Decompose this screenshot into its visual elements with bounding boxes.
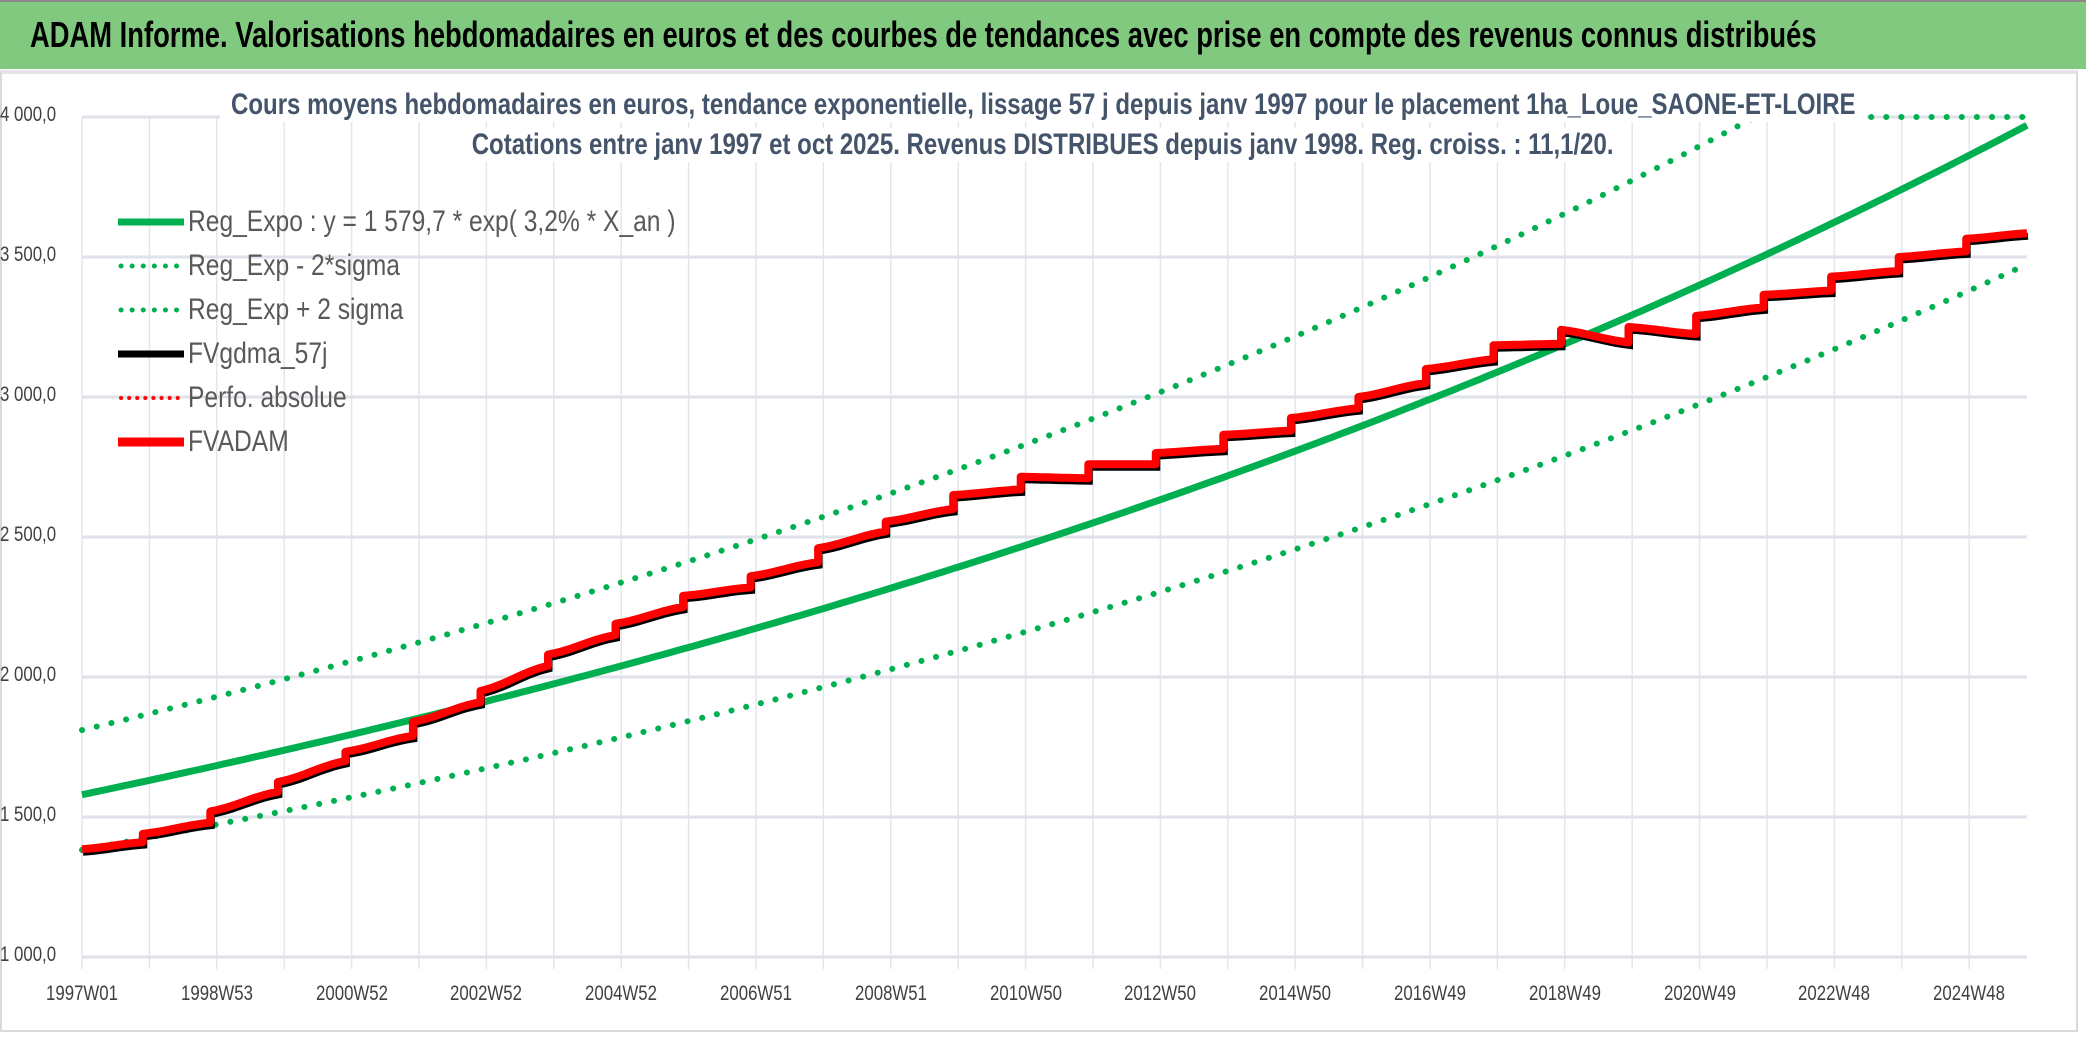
main-title: ADAM Informe. Valorisations hebdomadaire… [30, 14, 1817, 55]
legend-label: Perfo. absolue [188, 381, 347, 414]
series-reg-expo [81, 122, 2029, 799]
x-tick-label: 1998W53 [180, 982, 253, 1005]
legend-label: Reg_Expo : y = 1 579,7 * exp( 3,2% * X_a… [188, 205, 676, 238]
x-tick-label: 2002W52 [450, 982, 523, 1005]
y-tick-label: 1 000,0 [0, 943, 57, 966]
legend-item-fvgdma[interactable]: FVgdma_57j [118, 332, 783, 376]
series-fvadam [81, 229, 2028, 854]
x-tick-label: 2018W49 [1528, 982, 1601, 1005]
legend-label: Reg_Exp - 2*sigma [188, 249, 400, 282]
x-tick-label: 2020W49 [1663, 982, 1736, 1005]
title-bar: ADAM Informe. Valorisations hebdomadaire… [0, 0, 2086, 69]
y-tick-label: 2 000,0 [0, 663, 57, 686]
legend: Reg_Expo : y = 1 579,7 * exp( 3,2% * X_a… [118, 200, 783, 464]
legend-label: FVgdma_57j [188, 337, 328, 370]
x-tick-label: 2022W48 [1798, 982, 1871, 1005]
x-tick-label: 2016W49 [1394, 982, 1466, 1005]
legend-swatch-dotted-red [119, 396, 184, 400]
x-tick-label: 2024W48 [1933, 982, 2006, 1005]
chart-title: Cours moyens hebdomadaires en euros, ten… [0, 88, 2086, 122]
legend-swatch-dotted-green [118, 263, 184, 269]
y-tick-label: 4 000,0 [0, 103, 57, 126]
x-tick-label: 2006W51 [720, 982, 792, 1005]
x-tick-label: 1997W01 [46, 982, 118, 1005]
x-tick-label: 2010W50 [989, 982, 1062, 1005]
y-tick-label: 3 500,0 [0, 243, 57, 266]
y-tick-label: 2 500,0 [0, 523, 57, 546]
legend-swatch-solid-green [118, 218, 184, 226]
legend-swatch-solid-black [118, 350, 184, 358]
legend-swatch-dotted-green [118, 307, 184, 313]
legend-label: Reg_Exp + 2 sigma [188, 293, 404, 326]
chart-frame [0, 70, 2078, 1032]
series-reg-exp-minus-2sigma [79, 261, 2030, 853]
x-tick-label: 2004W52 [585, 982, 658, 1005]
chart-title-text: Cours moyens hebdomadaires en euros, ten… [219, 88, 1867, 122]
legend-item-reg-minus[interactable]: Reg_Exp - 2*sigma [118, 244, 783, 288]
y-tick-label: 3 000,0 [0, 383, 57, 406]
legend-label: FVADAM [188, 425, 289, 458]
chart-subtitle-text: Cotations entre janv 1997 et oct 2025. R… [460, 128, 1626, 162]
legend-item-fvadam[interactable]: FVADAM [118, 420, 783, 464]
x-tick-label: 2012W50 [1124, 982, 1197, 1005]
x-tick-label: 2008W51 [854, 982, 927, 1005]
gridlines [81, 115, 2027, 969]
chart-subtitle: Cotations entre janv 1997 et oct 2025. R… [0, 128, 2086, 162]
legend-swatch-solid-red [118, 437, 184, 447]
x-tick-label: 2014W50 [1259, 982, 1332, 1005]
series-lines [79, 114, 2030, 856]
legend-item-reg-expo[interactable]: Reg_Expo : y = 1 579,7 * exp( 3,2% * X_a… [118, 200, 783, 244]
series-reg-exp-plus-2sigma [79, 114, 2030, 734]
y-tick-label: 1 500,0 [0, 803, 57, 826]
legend-item-reg-plus[interactable]: Reg_Exp + 2 sigma [118, 288, 783, 332]
x-tick-label: 2000W52 [315, 982, 388, 1005]
legend-item-perfo[interactable]: Perfo. absolue [118, 376, 783, 420]
